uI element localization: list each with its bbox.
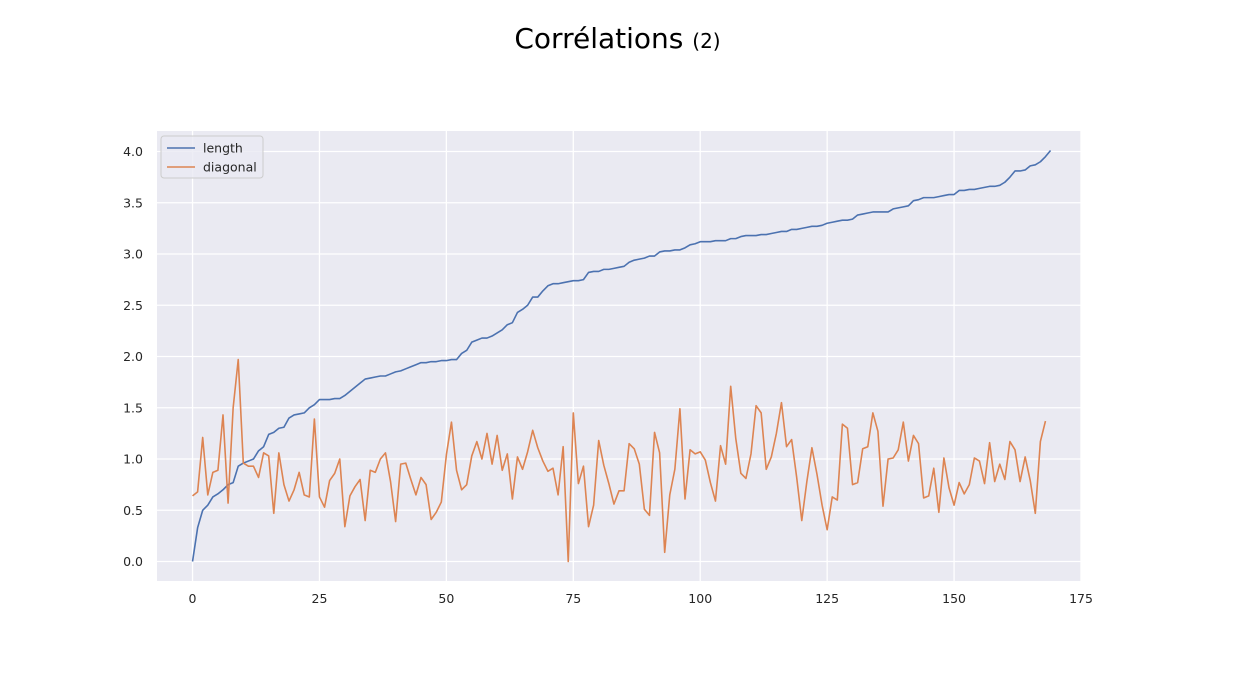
y-tick-label: 2.5 [123,298,143,313]
series-line-diagonal [192,358,1047,563]
chart-title: Corrélations (2) [0,22,1235,55]
x-tick-label: 100 [688,591,712,606]
y-tick-label: 0.5 [123,503,143,518]
x-tick-label: 175 [1069,591,1093,606]
x-tick-label: 150 [942,591,966,606]
y-tick-label: 2.0 [123,349,143,364]
series-line-length [191,149,1052,562]
y-tick-label: 1.5 [123,400,143,415]
x-tick-label: 75 [565,591,581,606]
x-tick-label: 50 [438,591,454,606]
x-axis: 0 25 50 75 100 125 150 175 [189,591,1093,606]
y-tick-label: 4.0 [123,144,143,159]
y-tick-label: 3.5 [123,195,143,210]
x-tick-label: 125 [815,591,839,606]
title-sub: (2) [692,29,721,53]
legend: length diagonal [160,135,264,179]
y-tick-label: 3.0 [123,247,143,262]
y-axis: 0.0 0.5 1.0 1.5 2.0 2.5 3.0 3.5 4.0 [123,144,143,569]
series-lines [191,149,1052,563]
legend-label-length: length [203,141,243,156]
y-tick-label: 1.0 [123,452,143,467]
title-main: Corrélations [514,22,684,55]
x-tick-label: 25 [312,591,328,606]
grid [157,131,1082,581]
legend-label-diagonal: diagonal [203,160,257,175]
x-tick-label: 0 [189,591,197,606]
y-tick-label: 0.0 [123,554,143,569]
